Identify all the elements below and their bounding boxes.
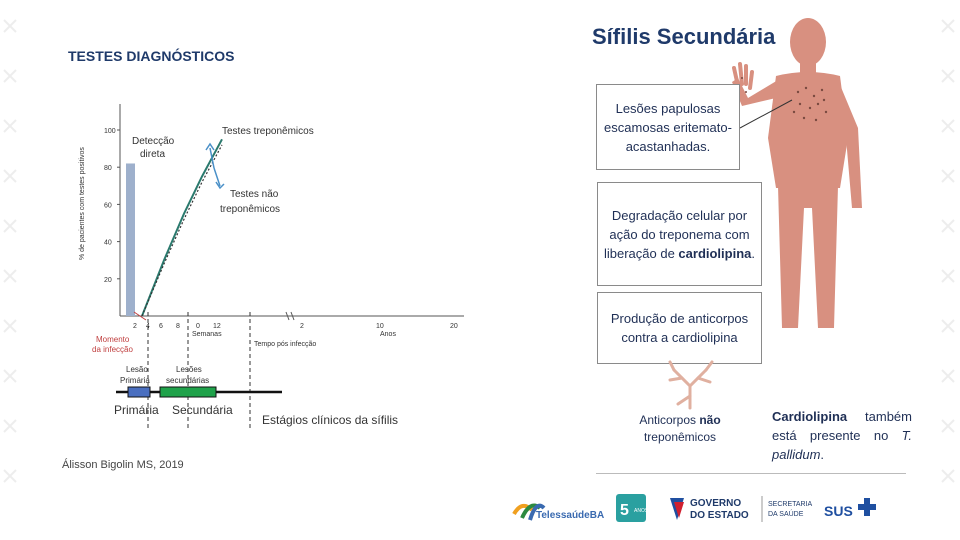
x-tick-label: 0 (196, 323, 200, 330)
stage-secondary-label: Secundária (172, 403, 233, 417)
lesion-primary-label-1: Lesão (126, 365, 148, 374)
y-ticks: 100 80 60 40 20 (104, 128, 120, 284)
lesion-secondary-label-2: secundárias (166, 376, 209, 385)
primary-stage-bar (127, 386, 151, 398)
right-decoration (941, 19, 955, 483)
x-tick-label: 20 (450, 323, 458, 330)
x-axis-title: Tempo pós infecção (254, 341, 316, 348)
governo-logo: GOVERNO DO ESTADO (670, 498, 749, 521)
author-credit: Álisson Bigolin MS, 2019 (62, 459, 184, 471)
direct-detection-label-2: direta (140, 149, 165, 160)
x-tick-label: 2 (133, 323, 137, 330)
svg-text:DO ESTADO: DO ESTADO (690, 510, 749, 521)
treponemal-arrow-icon (209, 147, 215, 169)
svg-text:5: 5 (620, 502, 629, 519)
nontreponemal-curve (141, 144, 223, 317)
x-tick-label: 10 (376, 323, 384, 330)
infection-label-2: da infecção (92, 345, 133, 354)
x-unit-years: Anos (380, 331, 396, 338)
axis-break-icon (285, 311, 295, 321)
cell-degradation-box: Degradação celular por ação do treponema… (597, 182, 762, 286)
anos-logo: 5 ANOS (616, 494, 649, 522)
svg-text:GOVERNO: GOVERNO (690, 498, 741, 509)
infection-label-1: Momento (96, 335, 130, 344)
x-tick-label: 2 (300, 323, 304, 330)
secondary-stage-bar (159, 386, 217, 398)
telessaude-logo: TelessaúdeBA (512, 503, 604, 521)
antibody-production-text: Produção de anticorpos contra a cardioli… (610, 311, 749, 345)
y-axis-label: % de pacientes com testes positivos (79, 147, 86, 260)
antibody-label: Anticorpos não treponêmicos (639, 413, 721, 444)
svg-text:SECRETARIA: SECRETARIA (768, 501, 813, 508)
human-body-illustration (730, 18, 862, 328)
papular-lesions-text: Lesões papulosas escamosas eritemato-aca… (604, 100, 732, 154)
y-tick-label: 80 (104, 165, 112, 172)
section-title: TESTES DIAGNÓSTICOS (68, 48, 235, 64)
papular-lesions-box: Lesões papulosas escamosas eritemato-aca… (596, 84, 740, 170)
footer-divider (596, 473, 906, 474)
cell-degradation-text: Degradação celular por ação do treponema… (603, 207, 756, 261)
stages-title: Estágios clínicos da sífilis (262, 413, 398, 427)
lesion-secondary-label-1: Lesões (176, 365, 202, 374)
secretaria-logo: SECRETARIA DA SAÚDE (768, 501, 813, 518)
x-tick-label: 6 (159, 323, 163, 330)
svg-text:SUS: SUS (824, 503, 853, 519)
direct-detection-bar (126, 163, 135, 316)
x-tick-label: 8 (176, 323, 180, 330)
cardiolipin-note: Cardiolipina também está presente no T. … (772, 409, 912, 462)
diagnostic-chart: % de pacientes com testes positivos 1008… (79, 104, 464, 430)
footer-logos: TelessaúdeBA 5 ANOS GOVERNO DO ESTADO SE… (512, 494, 876, 522)
x-tick-label: 12 (213, 323, 221, 330)
y-tick-label: 20 (104, 277, 112, 284)
slide-title: Sífilis Secundária (592, 24, 776, 49)
antibody-production-box: Produção de anticorpos contra a cardioli… (597, 292, 762, 364)
svg-text:TelessaúdeBA: TelessaúdeBA (536, 510, 604, 521)
nontreponemal-label-1: Testes não (230, 189, 279, 200)
y-tick-label: 40 (104, 240, 112, 247)
svg-text:ANOS: ANOS (634, 508, 649, 514)
y-tick-label: 100 (104, 128, 116, 135)
lesion-primary-label-2: Primária (120, 376, 150, 385)
treponemal-curve (141, 138, 223, 317)
svg-text:DA SAÚDE: DA SAÚDE (768, 509, 804, 518)
x-ticks: 246801221020 (133, 323, 458, 330)
antibody-icon (668, 360, 714, 410)
direct-detection-label-1: Detecção (132, 136, 175, 147)
treponemal-label: Testes treponêmicos (222, 126, 314, 137)
nontreponemal-label-2: treponêmicos (220, 204, 280, 215)
stage-primary-label: Primária (114, 403, 159, 417)
y-tick-label: 60 (104, 202, 112, 209)
x-unit-weeks: Semanas (192, 331, 222, 338)
left-decoration (3, 19, 17, 483)
sus-logo: SUS (824, 498, 876, 519)
nontreponemal-arrow-icon (213, 167, 221, 187)
